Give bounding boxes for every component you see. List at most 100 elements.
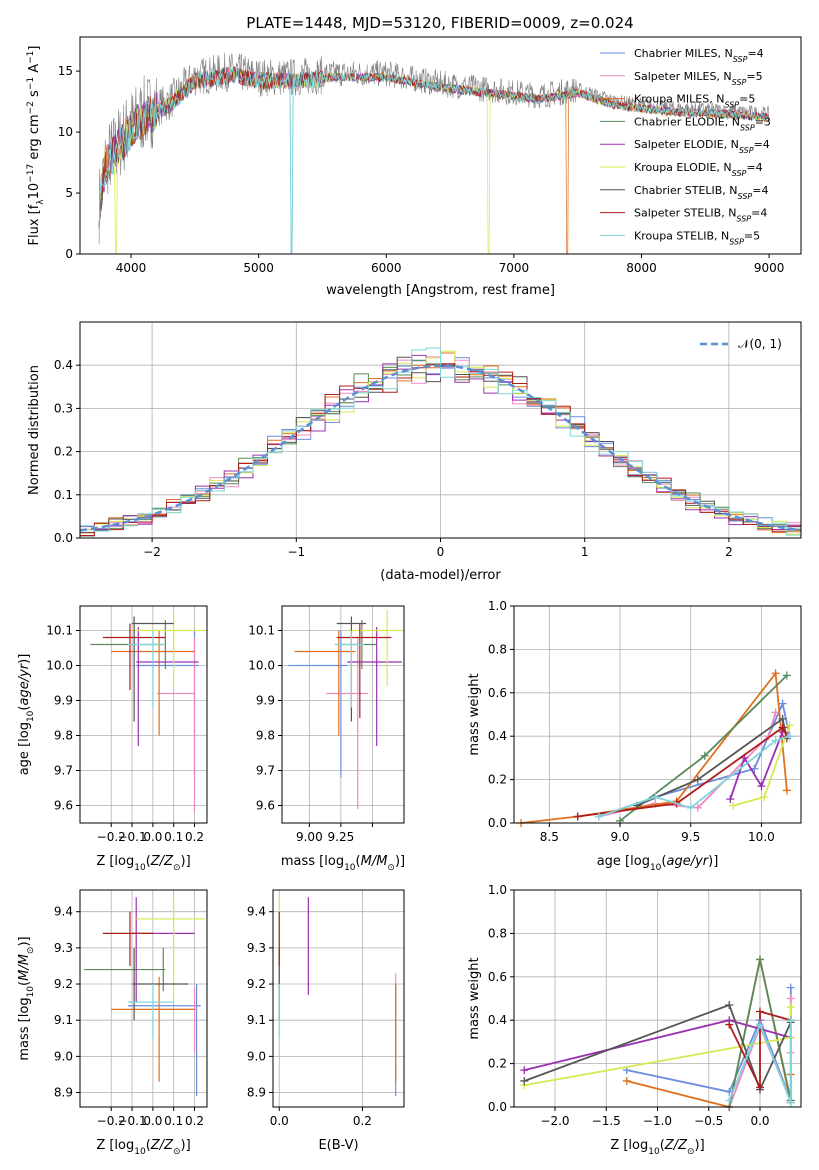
panel-mass-vs-Z: −0.2−0.10.0 0.1 0.2 8.9 9.0 9.1 9.2 9.3 9.4 Z [lo… bbox=[17, 889, 208, 1157]
data-point bbox=[778, 699, 787, 708]
legend-entry: Salpeter MILES, NSSP=5 bbox=[634, 70, 763, 87]
y-axis-label: Flux [fλ10−17 erg cm−2 s−1 A−1] bbox=[26, 46, 46, 246]
data-point bbox=[785, 721, 794, 730]
tick-label-y: 10.1 bbox=[248, 624, 275, 638]
data-point bbox=[778, 714, 787, 723]
tick-label-x: 1 bbox=[581, 545, 589, 559]
data-point bbox=[622, 1076, 631, 1085]
tick-label-x: −2.0 bbox=[540, 1114, 569, 1128]
tick-label-x: 10.0 bbox=[748, 830, 775, 844]
tick-label-y: 1.0 bbox=[488, 599, 507, 613]
tick-label-x: −2 bbox=[143, 545, 161, 559]
series-line-kroupa-stelib bbox=[728, 1020, 792, 1104]
tick-label-x: 8.5 bbox=[540, 830, 559, 844]
data-point bbox=[756, 955, 764, 964]
panel-spectrum: 4000 5000 6000 7000 8000 9000 0 5 10 15 Chabrier M… bbox=[26, 36, 802, 298]
data-point bbox=[786, 983, 795, 992]
data-point bbox=[594, 812, 603, 821]
tick-label-x: −0.5 bbox=[694, 1114, 723, 1128]
plot-area-age-vs-Z bbox=[90, 613, 205, 813]
axes-frame bbox=[513, 889, 802, 1108]
data-point bbox=[786, 994, 795, 1003]
tick-label-y: 0.4 bbox=[488, 729, 507, 743]
plot-area-mass-vs-Z bbox=[84, 897, 205, 1097]
tick-label-y: 0.0 bbox=[54, 531, 73, 545]
tick-label-y: 0.4 bbox=[54, 358, 73, 372]
tick-label-y: 10.0 bbox=[248, 659, 275, 673]
tick-label-y: 9.8 bbox=[54, 729, 73, 743]
data-point bbox=[771, 708, 780, 717]
tick-label-y: 0 bbox=[65, 247, 73, 261]
y-axis-label: mass weight bbox=[467, 957, 482, 1039]
tick-label-y: 0.1 bbox=[54, 488, 73, 502]
data-point bbox=[782, 671, 791, 680]
tick-label-y: 0.0 bbox=[488, 1100, 507, 1114]
tick-label-x: −1 bbox=[287, 545, 305, 559]
data-point bbox=[725, 1001, 734, 1010]
legend-entry: Salpeter STELIB, NSSP=4 bbox=[634, 207, 767, 224]
legend-entry: Chabrier MILES, NSSP=4 bbox=[634, 47, 764, 64]
histogram-kroupa-stelib bbox=[80, 347, 801, 536]
data-point bbox=[651, 792, 660, 801]
data-point bbox=[782, 786, 791, 795]
panel-mass-weight-vs-age: 8.5 9.0 9.5 10.0 0.0 0.2 0.4 0.6 0.8 1.0 age [log1… bbox=[467, 599, 802, 873]
axes-frame bbox=[79, 321, 802, 539]
tick-label-y: 10.0 bbox=[46, 659, 73, 673]
x-axis-label: (data-model)/error bbox=[380, 568, 501, 583]
data-point bbox=[725, 1020, 734, 1029]
tick-label-y: 9.9 bbox=[256, 694, 275, 708]
series-line-chabrier-stelib bbox=[636, 717, 788, 807]
tick-label-x: 9.25 bbox=[328, 830, 355, 844]
axes-frame bbox=[79, 36, 802, 255]
tick-label-x: −0.1 bbox=[117, 830, 146, 844]
tick-label-x: 0.2 bbox=[185, 1114, 204, 1128]
data-point bbox=[756, 1083, 764, 1092]
data-point bbox=[778, 723, 787, 732]
tick-label-y: 0.6 bbox=[488, 686, 507, 700]
tick-label-y: 9.0 bbox=[54, 1049, 73, 1063]
tick-label-y: 1.0 bbox=[488, 883, 507, 897]
tick-label-y: 9.1 bbox=[247, 1013, 266, 1027]
data-point bbox=[786, 1016, 795, 1025]
x-axis-label: Z [log10(Z/Z⊙)] bbox=[96, 854, 190, 873]
tick-label-y: 0.3 bbox=[54, 401, 73, 415]
plot-area-age-vs-mass bbox=[288, 609, 402, 809]
plot-area-spectrum bbox=[98, 53, 770, 255]
tick-label-x: −1.5 bbox=[592, 1114, 621, 1128]
data-point bbox=[729, 801, 738, 810]
data-point bbox=[756, 1020, 764, 1029]
tick-label-x: −1.0 bbox=[643, 1114, 672, 1128]
axes-frame bbox=[513, 605, 802, 824]
y-axis-label: mass weight bbox=[467, 673, 482, 755]
tick-label-y: 0.8 bbox=[488, 642, 507, 656]
series-line-salpeter-elodie bbox=[729, 731, 784, 800]
data-point bbox=[725, 1096, 734, 1105]
spectrum-data-line bbox=[98, 53, 770, 245]
tick-label-x: 0.0 bbox=[750, 1114, 769, 1128]
tick-label-y: 9.0 bbox=[247, 1049, 266, 1063]
tick-label-y: 8.9 bbox=[54, 1086, 73, 1100]
tick-label-y: 10.1 bbox=[46, 624, 73, 638]
tick-label-x: 6000 bbox=[371, 261, 402, 275]
tick-label-x: 9.0 bbox=[610, 830, 629, 844]
panel-residuals: −2 −1 0 1 2 0.0 0.1 0.2 0.3 0.4 𝒩(0, 1) (data-model… bbox=[27, 321, 802, 583]
tick-label-y: 5 bbox=[65, 186, 73, 200]
tick-label-x: −0.2 bbox=[97, 1114, 126, 1128]
legend-entry: Kroupa STELIB, NSSP=5 bbox=[634, 229, 760, 246]
tick-label-x: 2 bbox=[725, 545, 733, 559]
tick-label-y: 9.2 bbox=[54, 977, 73, 991]
legend-entry: 𝒩(0, 1) bbox=[738, 337, 782, 351]
tick-label-x: −0.2 bbox=[97, 830, 126, 844]
plot-area-mass-vs-EBV bbox=[278, 897, 397, 1097]
tick-label-y: 0.2 bbox=[488, 773, 507, 787]
tick-label-y: 9.3 bbox=[54, 941, 73, 955]
tick-label-y: 9.9 bbox=[54, 694, 73, 708]
tick-label-y: 9.7 bbox=[54, 764, 73, 778]
tick-label-y: 9.8 bbox=[256, 729, 275, 743]
panel-mass-vs-EBV: 0.0 0.2 8.9 9.0 9.1 9.2 9.3 9.4 E(B-V) bbox=[247, 889, 405, 1153]
tick-label-x: 8000 bbox=[626, 261, 657, 275]
data-point bbox=[786, 1003, 795, 1012]
y-axis-label: mass [log10(M/M⊙)] bbox=[17, 936, 36, 1060]
plot-area-residuals bbox=[79, 347, 802, 537]
